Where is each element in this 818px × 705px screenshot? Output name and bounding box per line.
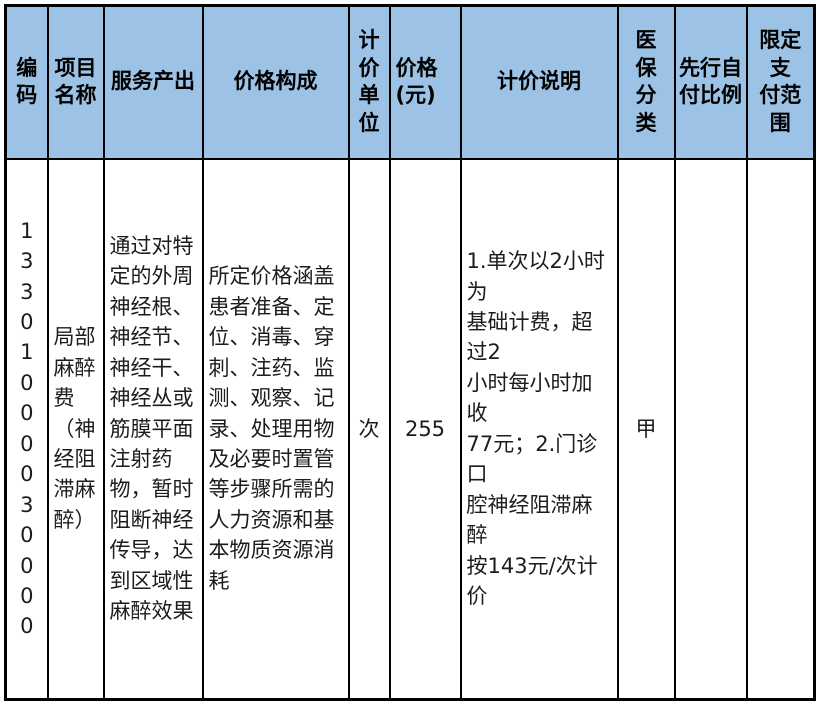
table-row: 1 3 3 0 1 0 0 0 0 3 0 0 0 0 局部 麻醉 费 （神 经… [4,157,816,701]
header-price-yuan: 价格 (元) [388,4,462,160]
cell-pricing-note: 1.单次以2小时为 基础计费，超过2 小时每小时加收 77元；2.门诊口 腔神经… [459,157,619,701]
cell-payment-scope [745,157,816,701]
cell-item-name: 局部 麻醉 费 （神 经阻 滞麻 醉） [46,157,105,701]
cell-code: 1 3 3 0 1 0 0 0 0 3 0 0 0 0 [4,157,49,701]
header-payment-scope: 限定支 付范围 [745,4,816,160]
cell-service-output: 通过对特 定的外周 神经根、 神经节、 神经干、 神经丛或 筋膜平面 注射药 物… [102,157,204,701]
cell-pricing-unit: 次 [347,157,391,701]
cell-price-yuan: 255 [388,157,462,701]
header-code: 编 码 [4,4,49,160]
header-service-output: 服务产出 [102,4,204,160]
cell-price-composition: 所定价格涵盖 患者准备、定 位、消毒、穿 刺、注药、监 测、观察、记 录、处理用… [201,157,350,701]
table-header-row: 编 码 项目 名称 服务产出 价格构成 计 价 单 位 价格 (元) 计价说明 … [4,4,816,160]
header-pricing-unit: 计 价 单 位 [347,4,391,160]
header-price-composition: 价格构成 [201,4,350,160]
header-pricing-note: 计价说明 [459,4,619,160]
cell-insurance-category: 甲 [616,157,676,701]
header-selfpay-ratio: 先行自 付比例 [673,4,748,160]
medical-price-table: 编 码 项目 名称 服务产出 价格构成 计 价 单 位 价格 (元) 计价说明 … [4,4,816,701]
header-insurance-category: 医 保 分 类 [616,4,676,160]
header-item-name: 项目 名称 [46,4,105,160]
cell-selfpay-ratio [673,157,748,701]
